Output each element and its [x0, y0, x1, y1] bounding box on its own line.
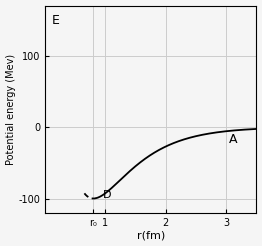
Y-axis label: Potential energy (Mev): Potential energy (Mev)	[6, 54, 15, 165]
Text: A: A	[229, 133, 237, 146]
Text: E: E	[51, 14, 59, 27]
X-axis label: r(fm): r(fm)	[137, 231, 165, 240]
Text: D: D	[102, 190, 111, 200]
